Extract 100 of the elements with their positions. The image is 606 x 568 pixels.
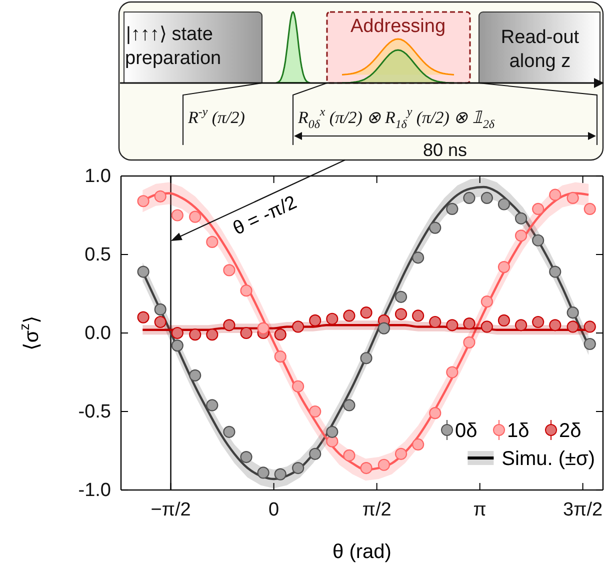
y-tick-label: 0.5 — [84, 244, 111, 266]
point — [257, 322, 270, 334]
point — [412, 310, 424, 322]
point — [274, 328, 286, 341]
text: |↑↑↑⟩ state — [126, 24, 213, 45]
text: 80 ns — [422, 140, 468, 160]
text: R$^{-y}$ (π/2) — [187, 104, 246, 127]
y-tick-label: 0.0 — [84, 323, 111, 344]
point — [206, 399, 218, 412]
legend-label: 2δ — [559, 420, 582, 442]
point — [360, 462, 372, 474]
point — [480, 192, 493, 204]
text: Read-out — [500, 27, 580, 48]
x-tick-label: 0 — [268, 499, 280, 520]
point — [429, 407, 442, 420]
point — [532, 316, 544, 328]
x-tick-label: π — [473, 499, 486, 520]
point — [584, 320, 596, 333]
point — [446, 202, 458, 216]
point — [429, 222, 442, 234]
point — [394, 448, 408, 460]
annotation: θ = -π/2 — [230, 192, 300, 240]
point — [360, 306, 372, 319]
point — [412, 438, 424, 451]
text: Addressing — [350, 16, 446, 37]
point — [532, 202, 544, 216]
legend-label: 1δ — [507, 420, 530, 442]
point — [514, 212, 528, 224]
point — [343, 449, 356, 462]
y-tick-label: -0.5 — [78, 402, 111, 423]
point — [137, 266, 150, 278]
point — [378, 458, 390, 471]
y-tick-label: -1.0 — [78, 480, 111, 502]
point — [223, 319, 236, 332]
point — [154, 190, 166, 202]
legend-label: Simu. (±σ) — [502, 448, 595, 470]
x-axis-title: θ (rad) — [332, 541, 392, 563]
point — [549, 266, 562, 278]
text: along z — [509, 51, 571, 72]
point — [292, 320, 304, 333]
point — [154, 303, 166, 316]
point — [532, 234, 544, 246]
point — [566, 192, 579, 204]
point — [309, 448, 322, 460]
point — [274, 468, 286, 480]
point — [189, 210, 202, 223]
point — [137, 195, 150, 208]
point — [514, 230, 528, 242]
point — [171, 326, 184, 340]
point — [549, 188, 562, 201]
point — [463, 336, 476, 348]
point — [549, 319, 562, 332]
point — [309, 314, 322, 326]
point — [171, 340, 184, 352]
point — [480, 320, 493, 333]
point — [360, 352, 372, 364]
point — [343, 399, 356, 412]
point — [240, 450, 252, 464]
point — [378, 322, 390, 334]
point — [343, 310, 356, 322]
point — [446, 319, 458, 332]
point — [463, 192, 476, 204]
point — [584, 338, 596, 350]
point — [514, 319, 528, 332]
point — [446, 366, 458, 378]
point — [326, 426, 338, 438]
x-tick-label: −π/2 — [150, 499, 191, 520]
x-tick-label: π/2 — [362, 499, 392, 520]
point — [498, 314, 510, 326]
point — [206, 328, 218, 341]
legend-label: 0δ — [455, 420, 478, 442]
point — [274, 350, 286, 363]
point — [429, 316, 442, 328]
point — [257, 466, 270, 479]
point — [480, 296, 493, 308]
point — [309, 405, 322, 418]
point — [189, 328, 202, 341]
point — [566, 320, 579, 333]
point — [584, 202, 596, 216]
point — [498, 261, 510, 274]
point — [240, 284, 252, 297]
point — [223, 264, 236, 276]
point — [394, 308, 408, 320]
point — [463, 318, 476, 330]
y-tick-label: 1.0 — [84, 166, 111, 188]
text: preparation — [125, 48, 222, 69]
point — [566, 306, 579, 319]
x-tick-label: 3π/2 — [563, 499, 603, 520]
point — [171, 209, 184, 222]
point — [292, 462, 304, 474]
point — [240, 326, 252, 340]
point — [292, 380, 304, 392]
point — [326, 312, 338, 325]
point — [206, 236, 218, 248]
text: R$_{0δ}$$^{x}$ (π/2) ⊗ R$_{1δ}$$^{y}$ (π/2) ⊗ 𝟙$_{2δ}$ — [297, 104, 495, 132]
point — [154, 316, 166, 328]
point — [412, 252, 424, 264]
point — [223, 426, 236, 438]
point — [137, 311, 150, 324]
point — [394, 290, 408, 303]
